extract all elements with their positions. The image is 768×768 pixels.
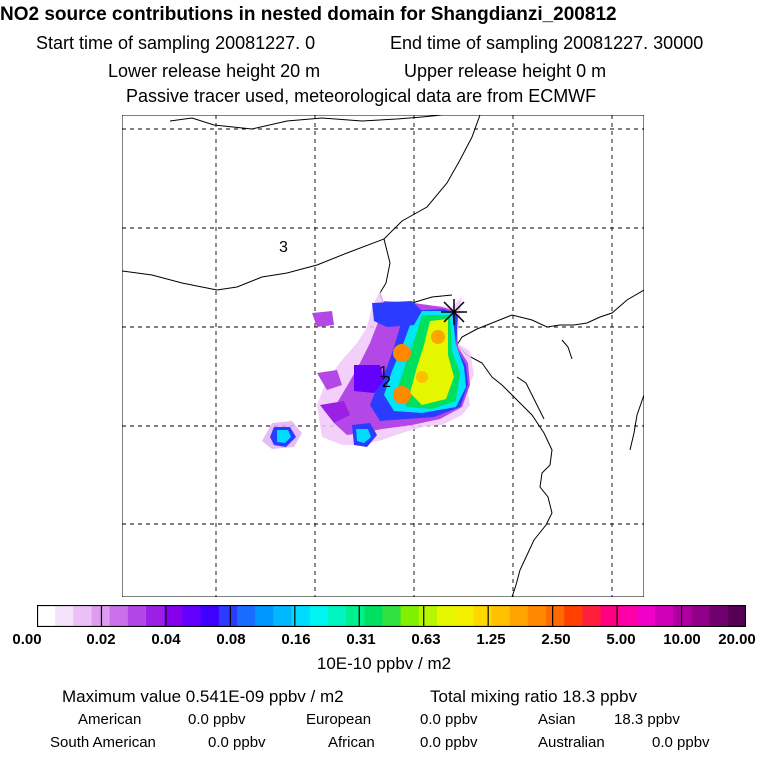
hotspot (431, 330, 445, 344)
end-time-label: End time of sampling 20081227. 30000 (390, 33, 704, 53)
max-value-label: Maximum value 0.541E-09 ppbv / m2 (62, 687, 344, 706)
colorbar-cell (691, 605, 711, 627)
colorbar-cell (455, 605, 474, 627)
asian-value: 18.3 ppbv (614, 711, 680, 728)
map-plot: 3 1 2 (122, 115, 644, 597)
plume-purple-sw (320, 401, 350, 423)
asian-label: Asian (538, 711, 576, 728)
colorbar-cells (37, 605, 746, 627)
coastline (516, 376, 545, 420)
colorbar-cell (146, 605, 165, 627)
colorbar (37, 605, 746, 627)
australian-label: Australian (538, 734, 605, 751)
tracer-note: Passive tracer used, meteorological data… (126, 86, 597, 106)
colorbar-tick-label: 0.31 (346, 631, 376, 648)
coastline (456, 289, 644, 597)
colorbar-cell (55, 605, 74, 627)
start-time-label: Start time of sampling 20081227. 0 (36, 33, 316, 53)
american-label: American (78, 711, 142, 728)
colorbar-cell (182, 605, 202, 627)
colorbar-cell (200, 605, 220, 627)
colorbar-cell (582, 605, 602, 627)
colorbar-cell (436, 605, 456, 627)
coastline (561, 339, 573, 360)
colorbar-cell (291, 605, 311, 627)
colorbar-tick-label: 10.00 (663, 631, 701, 648)
colorbar-tick-label: 0.04 (151, 631, 181, 648)
upper-release-height-label: Upper release height 0 m (404, 61, 607, 81)
colorbar-cell (364, 605, 383, 627)
plume-blue-north (372, 301, 422, 327)
region-label-3: 3 (279, 239, 288, 256)
colorbar-cell (673, 605, 692, 627)
colorbar-tick-label: 5.00 (606, 631, 636, 648)
hotspot (416, 371, 428, 383)
colorbar-tick-label: 20.00 (718, 631, 756, 648)
plume-blue-west (354, 365, 384, 393)
boundary-lines (122, 115, 644, 597)
colorbar-cell (346, 605, 365, 627)
colorbar-cell (727, 605, 746, 627)
colorbar-tick-label: 0.16 (281, 631, 311, 648)
american-value: 0.0 ppbv (188, 711, 246, 728)
total-mixing-ratio-label: Total mixing ratio 18.3 ppbv (430, 687, 637, 706)
colorbar-cell (400, 605, 420, 627)
colorbar-cell (527, 605, 547, 627)
colorbar-cell (655, 605, 674, 627)
colorbar-cell (491, 605, 511, 627)
australian-value: 0.0 ppbv (652, 734, 710, 751)
colorbar-tick-label: 1.25 (476, 631, 506, 648)
colorbar-cell (618, 605, 638, 627)
european-label: European (306, 711, 372, 728)
colorbar-tick-label: 0.08 (216, 631, 246, 648)
coastline (629, 394, 644, 451)
colorbar-tick-label: 0.02 (86, 631, 116, 648)
colorbar-tick-label: 0.00 (12, 631, 42, 648)
lower-release-height-label: Lower release height 20 m (108, 61, 321, 81)
colorbar-cell (636, 605, 656, 627)
colorbar-cell (418, 605, 438, 627)
african-value: 0.0 ppbv (420, 734, 478, 751)
region-label-2: 2 (382, 374, 391, 391)
colorbar-cell (218, 605, 238, 627)
hotspot (393, 344, 411, 362)
colorbar-cell (327, 605, 347, 627)
border-line (169, 115, 443, 130)
colorbar-cell (509, 605, 529, 627)
colorbar-cell (73, 605, 93, 627)
colorbar-cell (546, 605, 565, 627)
colorbar-cell (382, 605, 402, 627)
plume-cyan-far-west (277, 430, 291, 443)
colorbar-cell (127, 605, 147, 627)
south-american-label: South American (50, 734, 156, 751)
colorbar-cell (564, 605, 583, 627)
receptor-marker (441, 299, 467, 325)
colorbar-cell (473, 605, 492, 627)
european-value: 0.0 ppbv (420, 711, 478, 728)
chart-title: NO2 source contributions in nested domai… (0, 4, 617, 25)
hotspot (393, 386, 411, 404)
colorbar-tick-label: 0.63 (411, 631, 441, 648)
colorbar-cell (255, 605, 274, 627)
colorbar-cell (309, 605, 329, 627)
colorbar-cell (109, 605, 129, 627)
colorbar-cell (600, 605, 620, 627)
plume-purple-nw (312, 311, 334, 327)
african-label: African (328, 734, 375, 751)
colorbar-unit-label: 10E-10 ppbv / m2 (316, 654, 452, 673)
colorbar-tick-label: 2.50 (541, 631, 571, 648)
plume-purple-west (317, 370, 342, 390)
colorbar-cell (273, 605, 293, 627)
colorbar-frame (37, 605, 746, 627)
plume-cyan-south (356, 429, 371, 443)
concentration-field (262, 291, 474, 449)
colorbar-cell (709, 605, 729, 627)
grid-lines (122, 115, 644, 597)
south-american-value: 0.0 ppbv (208, 734, 266, 751)
colorbar-cell (236, 605, 256, 627)
colorbar-cell (37, 605, 56, 627)
colorbar-cell (164, 605, 183, 627)
region-label-1: 1 (379, 364, 388, 381)
border-line (122, 115, 481, 291)
